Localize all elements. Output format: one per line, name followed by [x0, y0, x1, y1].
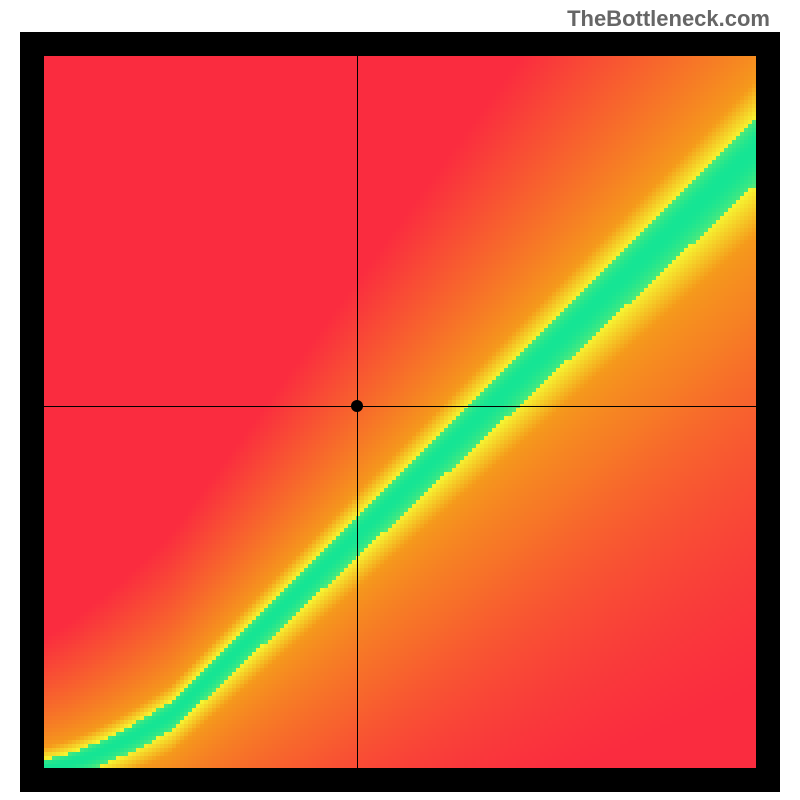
plot-border-bottom	[20, 768, 780, 792]
bottleneck-heatmap	[44, 56, 756, 768]
data-point-marker	[351, 400, 363, 412]
plot-border-left	[20, 32, 44, 792]
plot-border-top	[20, 32, 780, 56]
watermark-text: TheBottleneck.com	[567, 6, 770, 32]
crosshair-horizontal	[44, 406, 756, 407]
plot-border-right	[756, 32, 780, 792]
